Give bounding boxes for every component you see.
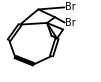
Text: Br: Br [65, 18, 76, 28]
Text: Br: Br [65, 2, 76, 12]
